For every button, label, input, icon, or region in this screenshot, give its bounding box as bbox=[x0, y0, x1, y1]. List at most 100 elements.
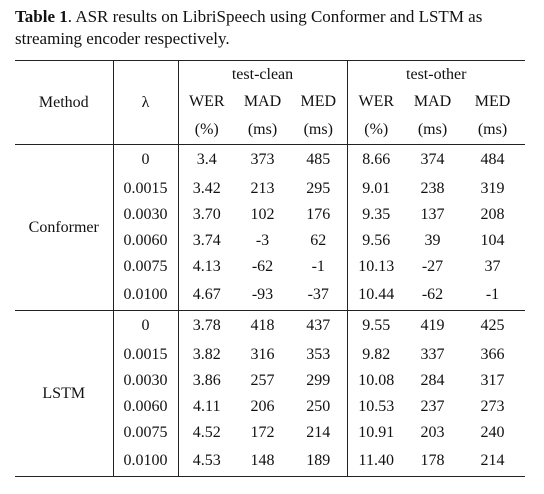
lambda-cell: 0 bbox=[112, 310, 178, 342]
value-cell: 250 bbox=[306, 397, 331, 415]
value-cell: 208 bbox=[480, 205, 505, 223]
group-header: test-clean bbox=[177, 60, 347, 89]
value-cell: 10.13 bbox=[346, 253, 405, 280]
value-cell: 148 bbox=[250, 451, 275, 469]
value-cell: -1 bbox=[311, 257, 325, 275]
unit-header: (%) bbox=[346, 115, 405, 145]
lambda-cell: 0.0100 bbox=[112, 279, 178, 311]
value-cell: 62 bbox=[310, 231, 327, 249]
table-row: Conformer 0 3.4 373 485 8.66 374 484 bbox=[15, 144, 525, 236]
caption: Table 1. ASR results on LibriSpeech usin… bbox=[15, 6, 530, 50]
table-row: 0.0075 4.52 172 214 10.91 203 240 bbox=[15, 419, 525, 446]
value-cell: 203 bbox=[420, 423, 445, 441]
value-cell: 189 bbox=[306, 451, 331, 469]
value-cell: 9.35 bbox=[346, 201, 405, 228]
value-cell: 366 bbox=[480, 345, 505, 363]
value-cell: 4.67 bbox=[177, 279, 235, 311]
value-cell: 485 bbox=[306, 151, 331, 169]
header-cell: Method bbox=[38, 93, 89, 111]
lambda-cell: 0.0030 bbox=[112, 201, 178, 228]
value-cell: 9.01 bbox=[346, 175, 405, 202]
value-cell: 299 bbox=[306, 371, 331, 389]
value-cell: 10.91 bbox=[346, 419, 405, 446]
value-cell: 102 bbox=[250, 205, 275, 223]
value-cell: 9.55 bbox=[346, 310, 405, 342]
value-cell: 419 bbox=[420, 317, 445, 335]
value-cell: 178 bbox=[420, 451, 445, 469]
lambda-cell: 0.0015 bbox=[112, 175, 178, 202]
metric-header: MAD bbox=[413, 93, 452, 110]
value-cell: 9.56 bbox=[346, 227, 405, 254]
table-row: 0.0015 3.42 213 295 9.01 238 319 bbox=[15, 175, 525, 202]
value-cell: -3 bbox=[255, 231, 270, 249]
value-cell: 37 bbox=[484, 257, 501, 275]
unit-header: (ms) bbox=[247, 120, 278, 138]
lambda-cell: 0.0060 bbox=[112, 227, 178, 254]
value-cell: 418 bbox=[250, 317, 275, 335]
value-cell: -1 bbox=[485, 285, 500, 303]
value-cell: 3.74 bbox=[177, 227, 235, 254]
value-cell: 4.13 bbox=[177, 253, 235, 280]
table-row: 0.0060 3.74 -3 62 9.56 39 104 bbox=[15, 227, 525, 254]
value-cell: 373 bbox=[250, 151, 275, 169]
unit-header: (ms) bbox=[303, 120, 333, 138]
value-cell: 10.44 bbox=[346, 279, 405, 311]
table-row: 0.0100 4.53 148 189 11.40 178 214 bbox=[15, 445, 525, 477]
lambda-cell: 0 bbox=[112, 144, 178, 176]
value-cell: -93 bbox=[251, 285, 274, 303]
value-cell: 353 bbox=[306, 345, 331, 363]
value-cell: 3.86 bbox=[177, 367, 235, 394]
table-row: 0.0030 3.70 102 176 9.35 137 208 bbox=[15, 201, 525, 228]
value-cell: 273 bbox=[480, 397, 505, 415]
value-cell: 4.52 bbox=[177, 419, 235, 446]
value-cell: 3.42 bbox=[177, 175, 235, 202]
table-row: 0.0060 4.11 206 250 10.53 237 273 bbox=[15, 393, 525, 420]
table-row: 0.0075 4.13 -62 -1 10.13 -27 37 bbox=[15, 253, 525, 280]
value-cell: 39 bbox=[424, 231, 441, 249]
value-cell: 10.53 bbox=[346, 393, 405, 420]
value-cell: 238 bbox=[420, 179, 445, 197]
header-cell: λ bbox=[112, 60, 178, 145]
value-cell: -62 bbox=[421, 285, 444, 303]
metric-header: MAD bbox=[243, 93, 282, 110]
lambda-cell: 0.0030 bbox=[112, 367, 178, 394]
value-cell: 4.53 bbox=[177, 445, 235, 477]
unit-header: (%) bbox=[177, 115, 235, 145]
value-cell: 484 bbox=[480, 151, 505, 169]
metric-header: MED bbox=[300, 93, 337, 110]
caption-label: Table 1 bbox=[15, 7, 68, 26]
value-cell: 8.66 bbox=[346, 144, 405, 176]
value-cell: 214 bbox=[480, 451, 505, 469]
results-table: Method λ test-clean test-other WER MAD MED WER M… bbox=[15, 60, 525, 477]
caption-text: . ASR results on LibriSpeech using Confo… bbox=[15, 7, 483, 48]
lambda-cell: 0.0060 bbox=[112, 393, 178, 420]
lambda-cell: 0.0100 bbox=[112, 445, 178, 477]
lambda-cell: 0.0015 bbox=[112, 341, 178, 368]
table-row: (%) (ms) (ms) (%) (ms) (ms) bbox=[15, 115, 525, 145]
value-cell: 284 bbox=[420, 371, 445, 389]
value-cell: 317 bbox=[480, 371, 505, 389]
method-cell: LSTM bbox=[42, 384, 86, 402]
value-cell: 137 bbox=[420, 205, 445, 223]
value-cell: 9.82 bbox=[346, 341, 405, 368]
unit-header: (ms) bbox=[477, 120, 508, 138]
value-cell: 316 bbox=[250, 345, 275, 363]
table-row: 0.0030 3.86 257 299 10.08 284 317 bbox=[15, 367, 525, 394]
table-row: 0.0100 4.67 -93 -37 10.44 -62 -1 bbox=[15, 279, 525, 311]
value-cell: 257 bbox=[250, 371, 275, 389]
value-cell: -62 bbox=[251, 257, 274, 275]
value-cell: 374 bbox=[420, 151, 445, 169]
value-cell: 437 bbox=[306, 317, 331, 335]
table-row: Method λ test-clean test-other bbox=[15, 60, 525, 145]
table-row: 0.0015 3.82 316 353 9.82 337 366 bbox=[15, 341, 525, 368]
metric-header: WER bbox=[346, 88, 405, 116]
value-cell: 3.82 bbox=[177, 341, 235, 368]
value-cell: 337 bbox=[420, 345, 445, 363]
value-cell: 172 bbox=[250, 423, 275, 441]
value-cell: 104 bbox=[480, 231, 505, 249]
value-cell: 425 bbox=[480, 317, 505, 335]
value-cell: 214 bbox=[306, 423, 331, 441]
value-cell: 240 bbox=[480, 423, 505, 441]
table-row: WER MAD MED WER MAD MED bbox=[15, 88, 525, 116]
